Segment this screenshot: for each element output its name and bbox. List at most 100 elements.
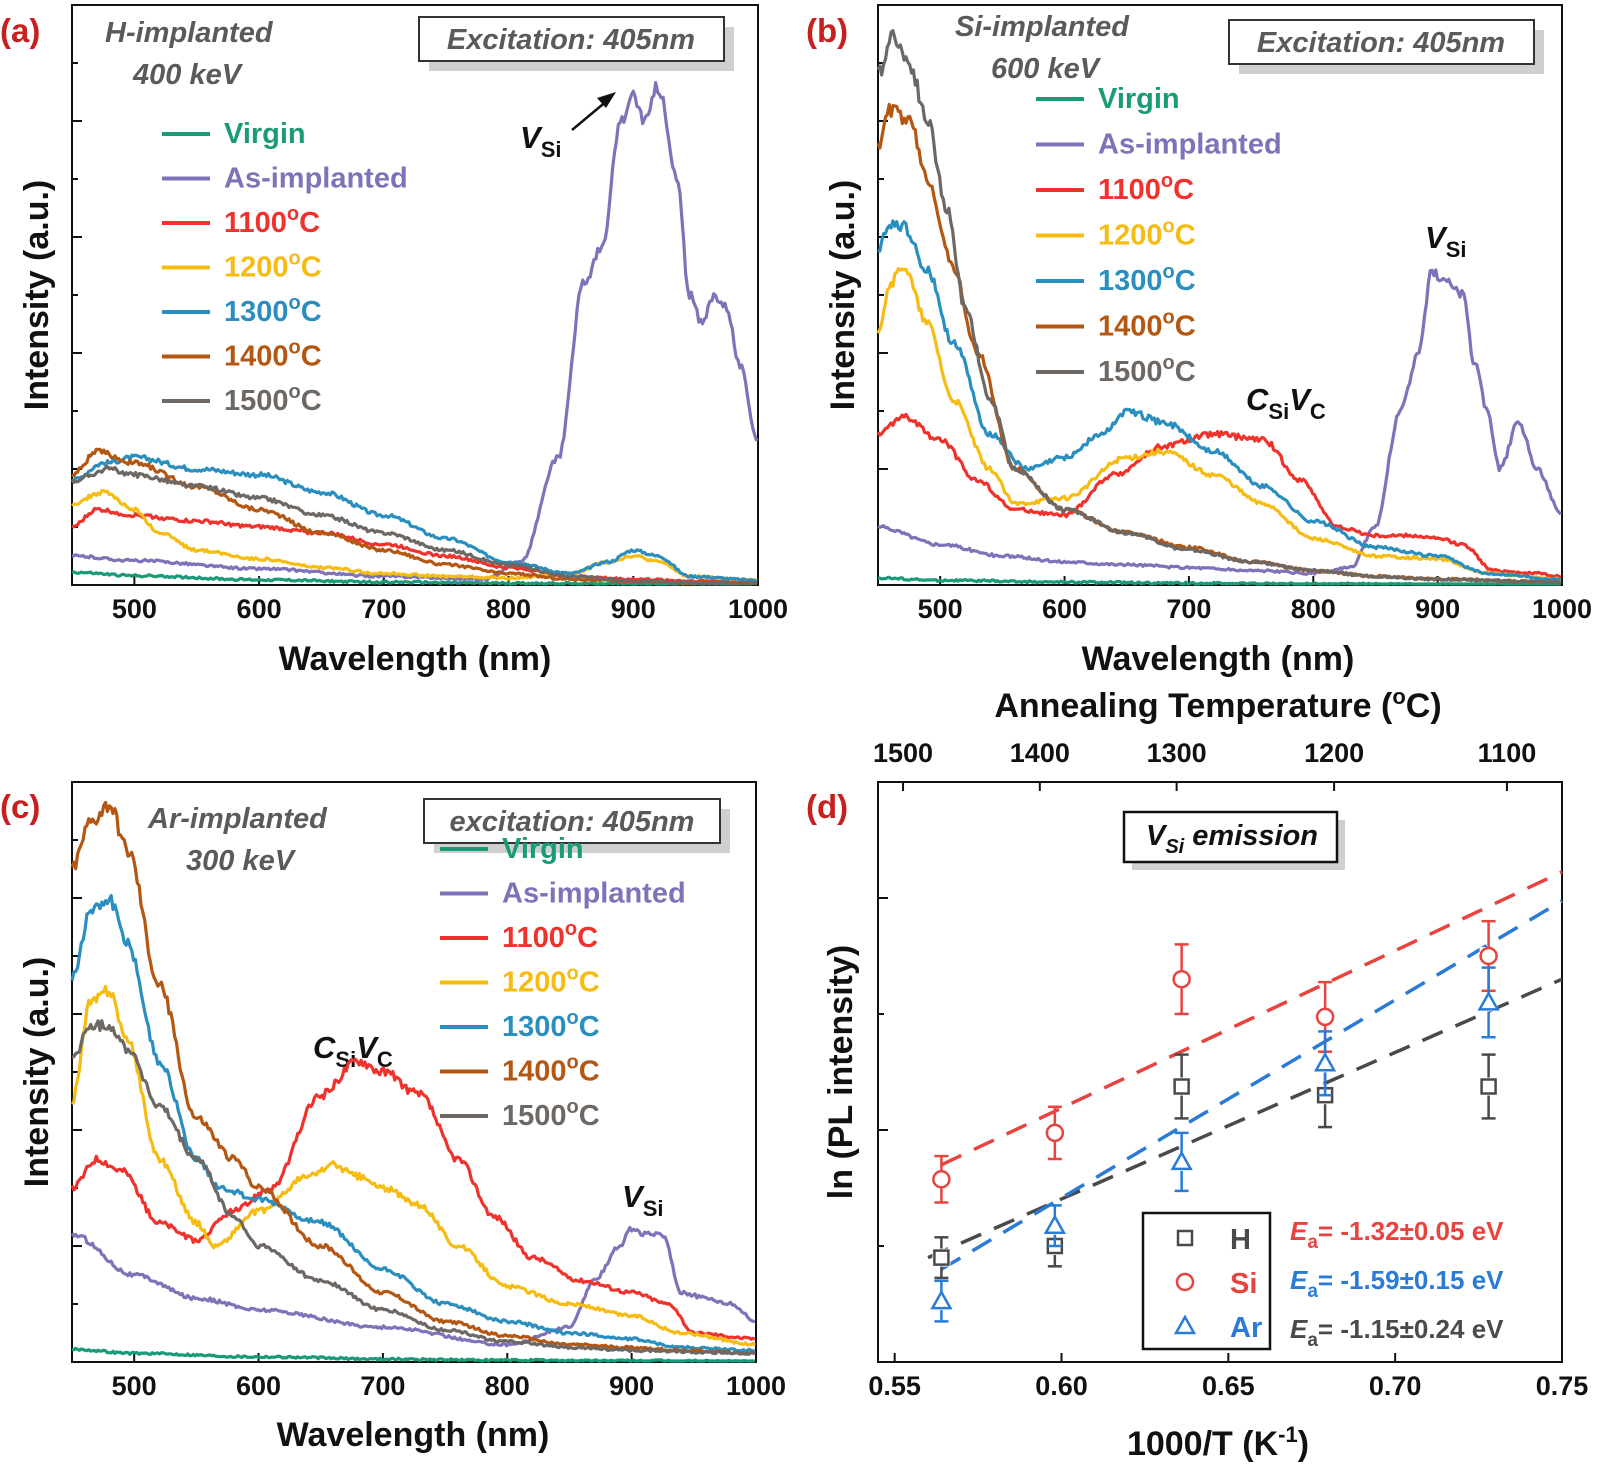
series-1100-c bbox=[70, 1057, 756, 1341]
fit-line-H bbox=[927, 977, 1563, 1260]
fit-texts-d: Ea= -1.32±0.05 eV Ea= -1.59±0.15 eV Ea= -1… bbox=[1290, 1216, 1504, 1351]
legend-a: Virgin As-implanted 1100oC 1200oC 1300oC 1400… bbox=[162, 118, 408, 417]
fit-line-Si bbox=[940, 870, 1563, 1167]
x-tick-label-c: 600 bbox=[236, 1371, 281, 1401]
legend-label-1300: 1300oC bbox=[1098, 261, 1196, 297]
marker-bg-H bbox=[1172, 1077, 1191, 1096]
top-tick-label-d: 1100 bbox=[1478, 738, 1537, 768]
x-axis-title-b: Wavelength (nm) bbox=[1082, 640, 1355, 678]
x-tick-label-a: 700 bbox=[361, 594, 406, 624]
panel-tag-c: (c) bbox=[0, 788, 40, 825]
legend-label-Virgin: Virgin bbox=[502, 833, 584, 865]
sample-label-a-line2: 400 keV bbox=[132, 59, 244, 91]
series-1500-c bbox=[71, 1019, 756, 1356]
x-tick-label-b: 900 bbox=[1415, 594, 1460, 624]
x-tick-label-d: 0.75 bbox=[1536, 1371, 1589, 1401]
legend-label-1200: 1200oC bbox=[224, 248, 322, 284]
series-1500-a bbox=[70, 465, 758, 586]
series-Virgin-a bbox=[71, 570, 758, 586]
series-1400-b bbox=[876, 102, 1562, 585]
top-axis-title-d: Annealing Temperature (oC) bbox=[994, 684, 1441, 725]
legend-label-As-implanted: As-implanted bbox=[502, 878, 686, 910]
sample-label-a-line1: H-implanted bbox=[105, 17, 274, 49]
top-tick-label-d: 1500 bbox=[873, 738, 933, 768]
series-1300-b bbox=[877, 219, 1562, 582]
excitation-box-a bbox=[418, 16, 725, 62]
marker-H bbox=[933, 1249, 950, 1266]
x-tick-label-b: 500 bbox=[918, 594, 963, 624]
legend-label-1200: 1200oC bbox=[502, 963, 600, 999]
marker-bg-Si bbox=[1172, 970, 1191, 989]
panel-tag-b: (b) bbox=[806, 12, 848, 49]
legend-label-Virgin: Virgin bbox=[224, 118, 306, 150]
series-1300-c bbox=[70, 893, 755, 1354]
legend-label-Ar: Ar bbox=[1230, 1312, 1262, 1344]
marker-bg-H bbox=[932, 1248, 951, 1267]
marker-bg-H bbox=[1479, 1077, 1498, 1096]
marker-bg-Ar bbox=[1479, 993, 1498, 1012]
x-tick-label-a: 1000 bbox=[728, 594, 788, 624]
annotation-arrowhead-a bbox=[597, 92, 616, 108]
series-1200-c bbox=[70, 984, 756, 1347]
legend-d: H Si Ar bbox=[1173, 1224, 1262, 1344]
legend-label-1200: 1200oC bbox=[1098, 216, 1196, 252]
marker-bg-Ar bbox=[1316, 1054, 1335, 1073]
legend-label-1300: 1300oC bbox=[224, 292, 322, 328]
sample-label-c-line2: 300 keV bbox=[186, 845, 297, 877]
series-1200-b bbox=[876, 267, 1562, 582]
legend-d-frame bbox=[1141, 1211, 1272, 1351]
marker-Ar bbox=[1313, 1051, 1337, 1072]
legend-label-1100: 1100oC bbox=[1098, 170, 1194, 206]
x-tick-label-a: 500 bbox=[112, 594, 157, 624]
legend-b: Virgin As-implanted 1100oC 1200oC 1300oC 1400… bbox=[1036, 83, 1282, 388]
sample-label-b-line1: Si-implanted bbox=[955, 11, 1130, 43]
legend-label-1300: 1300oC bbox=[502, 1007, 600, 1043]
series-Virgin-c bbox=[71, 1346, 755, 1363]
marker-bg-Si bbox=[932, 1170, 951, 1189]
marker-Si bbox=[1045, 1123, 1065, 1143]
legend-marker-Si bbox=[1175, 1272, 1195, 1292]
y-axis-title-b: Intensity (a.u.) bbox=[824, 180, 862, 410]
panel-d: (d) Annealing Temperature (oC) VSi emiss… bbox=[806, 684, 1588, 1463]
x-tick-label-c: 1000 bbox=[726, 1371, 786, 1401]
annotation-vsi-a: VSi bbox=[520, 120, 561, 162]
series-1500-b bbox=[876, 29, 1562, 585]
marker-Ar bbox=[1170, 1150, 1193, 1171]
legend-label-1500: 1500oC bbox=[1098, 352, 1196, 388]
excitation-label-b: Excitation: 405nm bbox=[1257, 27, 1505, 59]
x-tick-label-a: 800 bbox=[486, 594, 531, 624]
series-1100-a bbox=[71, 506, 758, 585]
x-tick-label-a: 900 bbox=[611, 594, 656, 624]
x-tick-label-b: 800 bbox=[1291, 594, 1336, 624]
annotation-vsi-c: VSi bbox=[622, 1179, 663, 1221]
panel-a: (a) H-implanted 400 keV Excitation: 405n… bbox=[0, 4, 788, 678]
x-tick-label-b: 1000 bbox=[1532, 594, 1592, 624]
marker-Si bbox=[932, 1170, 951, 1189]
panel-c: (c) Ar-implanted 300 keV excitation: 405… bbox=[0, 781, 786, 1454]
series-Virgin-b bbox=[877, 575, 1561, 586]
series-1300-a bbox=[71, 453, 758, 583]
series-1400-c bbox=[70, 800, 756, 1356]
marker-bg-Si bbox=[1479, 947, 1498, 965]
x-tick-label-c: 500 bbox=[112, 1371, 157, 1401]
marker-H bbox=[1173, 1078, 1190, 1095]
legend-marker-H bbox=[1176, 1229, 1194, 1247]
series-1200-a bbox=[71, 488, 758, 583]
x-tick-label-d: 0.55 bbox=[868, 1371, 921, 1401]
legend-label-As-implanted: As-implanted bbox=[1098, 129, 1282, 161]
legend-label-1500: 1500oC bbox=[224, 381, 322, 417]
marker-Ar bbox=[1043, 1214, 1066, 1234]
marker-Ar bbox=[930, 1289, 953, 1310]
x-tick-label-c: 700 bbox=[360, 1371, 405, 1401]
legend-label-1400: 1400oC bbox=[502, 1052, 600, 1088]
x-tick-label-a: 600 bbox=[237, 594, 282, 624]
series-As-implanted-a bbox=[71, 80, 759, 582]
excitation-box-c bbox=[423, 798, 721, 844]
x-tick-label-d: 0.65 bbox=[1202, 1371, 1255, 1401]
x-axis-title-a: Wavelength (nm) bbox=[279, 640, 552, 678]
panel-tag-a: (a) bbox=[0, 12, 40, 49]
x-tick-label-d: 0.70 bbox=[1369, 1371, 1422, 1401]
legend-label-As-implanted: As-implanted bbox=[224, 163, 408, 195]
fit-energy-label: Ea= -1.59±0.15 eV bbox=[1290, 1265, 1504, 1302]
legend-label-Si: Si bbox=[1230, 1268, 1257, 1300]
